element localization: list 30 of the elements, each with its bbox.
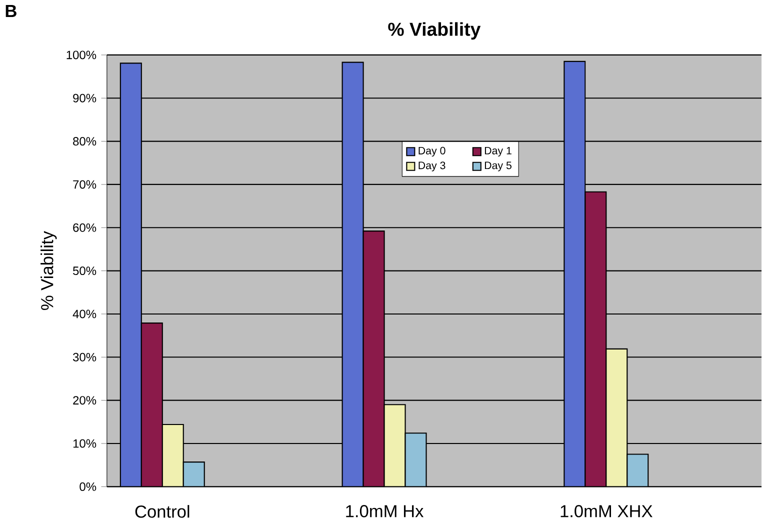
text: B (6, 5, 16, 18)
x-tick-label: 1.0mM Hx (346, 505, 424, 518)
chart-title: % Viability (388, 22, 481, 40)
y-tick-label: 50% (73, 266, 96, 276)
y-tick-label: 40% (72, 310, 96, 318)
y-tick-label: 0% (80, 482, 96, 492)
bar (342, 62, 364, 487)
bar (564, 61, 586, 487)
y-tick-label: 80% (73, 137, 96, 146)
legend-label: Day 5 (484, 162, 512, 172)
y-tick-label: 70% (73, 180, 96, 189)
x-tick-label: 1.0mM XHX (560, 505, 652, 518)
bar (384, 404, 406, 487)
bar (626, 454, 649, 487)
bar (162, 424, 184, 487)
y-tick-label: 90% (73, 94, 96, 103)
y-tick-label: 100% (66, 50, 96, 60)
bar (182, 462, 205, 487)
bar (404, 432, 427, 487)
y-tick-label: 10% (73, 439, 96, 448)
legend-label: Day 3 (418, 162, 446, 172)
y-tick-label: 60% (73, 224, 96, 232)
y-tick-label: 30% (72, 353, 96, 362)
legend-label: Day 1 (484, 147, 512, 157)
bar (120, 62, 142, 487)
x-tick-label: Control (135, 505, 190, 518)
legend-label: Day 0 (418, 147, 446, 157)
y-axis-title: % Viability (40, 231, 57, 310)
bar (606, 348, 628, 487)
y-tick-label: 20% (73, 396, 96, 405)
